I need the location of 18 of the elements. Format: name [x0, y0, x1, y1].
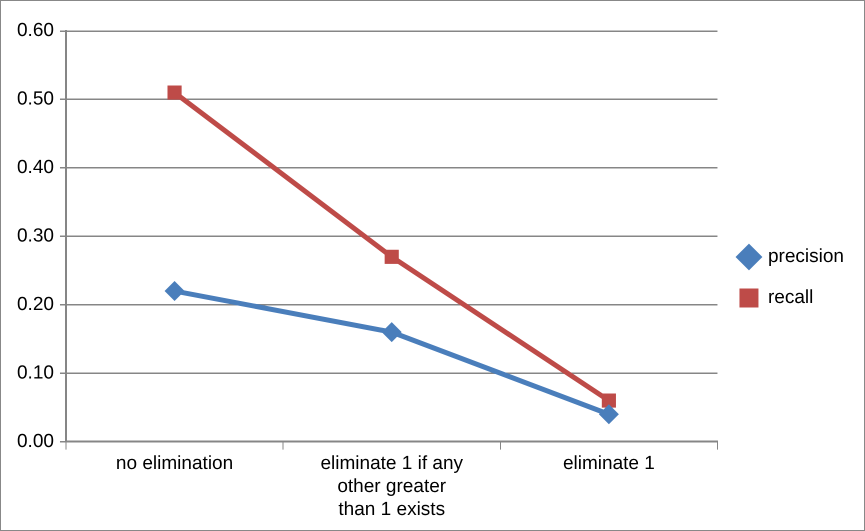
legend-label: precision — [768, 246, 844, 268]
x-tick-label: eliminate 1 if any other greater than 1 exists — [320, 453, 464, 520]
x-tick-label: no elimination — [116, 453, 234, 474]
point — [602, 393, 616, 408]
y-tick-label: 0.10 — [16, 362, 54, 384]
legend-label: recall — [768, 287, 814, 308]
point — [164, 281, 185, 302]
point — [598, 404, 619, 424]
y-tick-label: 0.40 — [16, 157, 54, 178]
point — [167, 86, 182, 100]
point — [382, 322, 402, 342]
y-tick-label: 0.50 — [16, 88, 54, 110]
point — [384, 250, 399, 264]
y-tick-label: 0.60 — [16, 20, 54, 42]
x-tick-label: eliminate 1 — [562, 453, 655, 474]
y-tick-label: 0.30 — [16, 226, 54, 247]
y-tick-label: 0.20 — [16, 294, 54, 315]
y-tick-label: 0.00 — [16, 430, 54, 452]
